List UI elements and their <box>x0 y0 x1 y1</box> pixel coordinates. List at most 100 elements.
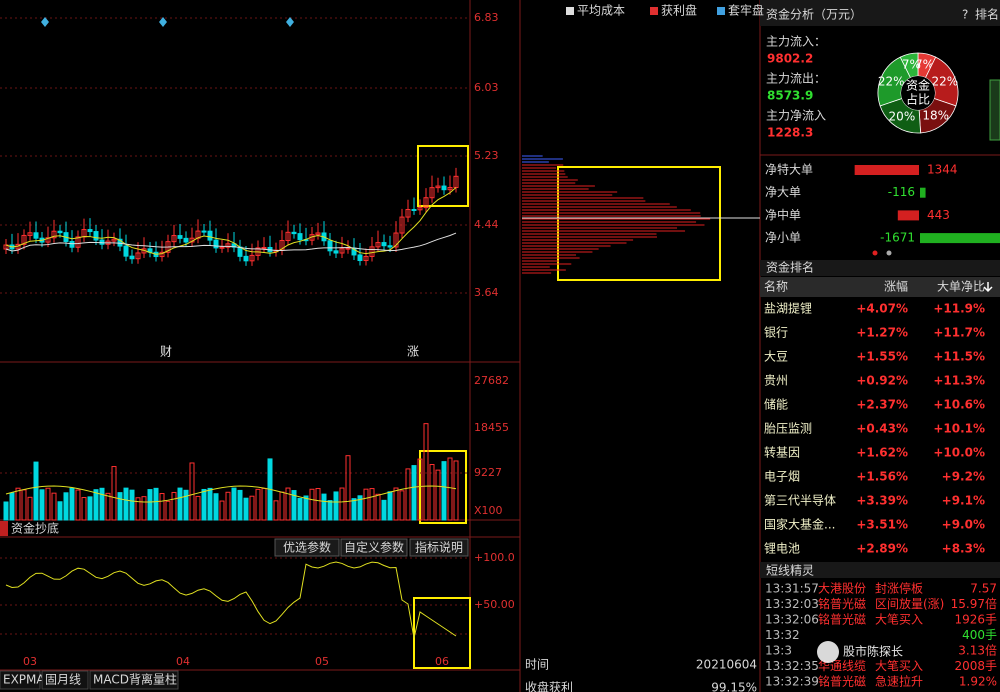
table-cell: +0.92% <box>856 374 908 388</box>
candle-body <box>339 248 345 254</box>
volume-bar <box>435 469 441 521</box>
volume-label: X100 <box>474 504 503 517</box>
sprite-title: 短线精灵 <box>766 564 814 578</box>
candle-body <box>135 252 141 260</box>
volume-bar <box>369 488 375 521</box>
section-header <box>760 260 1000 276</box>
indicator-icon <box>0 521 8 536</box>
candle-body <box>429 187 435 199</box>
sprite-event: 大笔买入 <box>875 658 923 673</box>
volume-bar <box>405 468 411 521</box>
volume-bar <box>399 490 405 521</box>
bottom-tab[interactable] <box>89 670 179 690</box>
panel-header <box>760 0 1000 26</box>
help[interactable]: ? <box>962 8 968 22</box>
table-cell: 大豆 <box>764 350 788 364</box>
volume-bar <box>387 491 393 521</box>
volume-bar <box>273 500 279 521</box>
volume-bar <box>39 489 45 521</box>
net-value: -116 <box>888 185 915 199</box>
sprite-event: 封涨停板 <box>875 581 923 596</box>
bottom-tab-label[interactable]: MACD背离量柱 <box>93 672 177 687</box>
section-header <box>760 562 1000 578</box>
volume-bar <box>333 491 339 521</box>
candle-body <box>237 246 243 257</box>
candle-body <box>213 239 219 249</box>
candle-body <box>45 237 51 243</box>
bottom-tab-label[interactable]: EXPMA <box>3 673 45 687</box>
month-label: 03 <box>23 655 37 668</box>
table-cell: +3.51% <box>856 518 908 532</box>
scroll-handle[interactable] <box>989 79 1000 141</box>
volume-bar <box>231 487 237 521</box>
volume-bar <box>357 495 363 521</box>
tab-button[interactable] <box>274 538 340 557</box>
candle-body <box>207 230 213 241</box>
candle-body <box>219 246 225 249</box>
volume-bar <box>141 496 147 521</box>
bottom-tab[interactable] <box>41 670 89 690</box>
volume-bar <box>213 493 219 521</box>
net-bar <box>920 233 1000 244</box>
table-cell: 转基因 <box>764 445 800 460</box>
volume-bar <box>159 493 165 521</box>
candle-body <box>417 207 423 211</box>
sprite-value: 1926手 <box>954 613 997 627</box>
page-dot[interactable] <box>886 250 892 256</box>
table-cell: +10.1% <box>933 422 985 436</box>
donut-hole <box>901 76 935 110</box>
page-dot[interactable] <box>872 250 878 256</box>
tab-button[interactable] <box>409 538 469 557</box>
candle-body <box>225 243 231 248</box>
volume-label: 27682 <box>474 374 509 387</box>
tab-button-label[interactable]: 指标说明 <box>415 540 463 555</box>
table-cell: +1.55% <box>856 350 908 364</box>
volume-bar <box>351 498 357 521</box>
candle-body <box>129 255 135 260</box>
volume-bar <box>117 492 123 521</box>
sprite-name: 铭普光磁 <box>818 674 866 689</box>
tab-button-label[interactable]: 优选参数 <box>283 540 331 555</box>
net-label: 净小单 <box>765 231 801 245</box>
tab-button-label[interactable]: 自定义参数 <box>344 540 404 555</box>
volume-bar <box>51 492 57 521</box>
watermark: 股市陈探长 <box>843 644 903 659</box>
rank-tab[interactable]: 排名 <box>975 7 999 22</box>
tab-button[interactable] <box>340 538 408 557</box>
volume-label: 18455 <box>474 421 509 434</box>
candle-body <box>87 229 93 233</box>
candle-body <box>27 232 33 236</box>
volume-bar <box>105 492 111 521</box>
net-label: 净大单 <box>765 185 801 199</box>
legend-label: 获利盘 <box>661 3 697 18</box>
candle-body <box>441 185 447 191</box>
volume-bar <box>345 455 351 521</box>
volume-bar <box>321 493 327 521</box>
table-header: 涨幅 <box>884 279 908 294</box>
candle-body <box>111 238 117 242</box>
donut-label: 7% <box>902 57 921 71</box>
bottom-tab-label[interactable]: 固月线 <box>45 673 81 687</box>
indicator-name: 资金抄底 <box>11 521 59 536</box>
volume-bar <box>219 500 225 521</box>
candle-body <box>57 230 63 234</box>
bottom-tab[interactable] <box>0 670 41 690</box>
month-label: 05 <box>315 655 329 668</box>
table-cell: 储能 <box>764 397 788 412</box>
volume-bar <box>375 493 381 521</box>
volume-bar <box>195 495 201 521</box>
net-value: 443 <box>927 208 950 222</box>
table-cell: +11.5% <box>933 350 985 364</box>
volume-bar <box>243 497 249 521</box>
signal-icon <box>41 17 49 27</box>
volume-bar <box>207 487 213 521</box>
candle-body <box>291 231 297 235</box>
volume-bar <box>297 497 303 521</box>
candle-body <box>261 246 267 249</box>
info-value: 20210604 <box>696 658 757 672</box>
sort-arrow <box>983 282 993 293</box>
panel-title: 资金分析（万元） <box>766 7 862 22</box>
volume-label: 9227 <box>474 466 502 479</box>
sprite-time: 13:31:57 <box>765 582 819 596</box>
